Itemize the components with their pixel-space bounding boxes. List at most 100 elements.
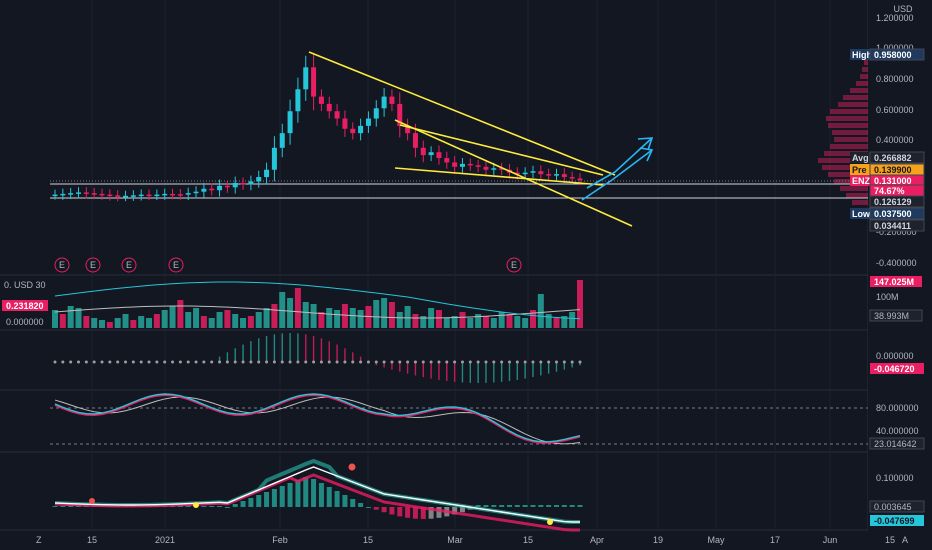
price-tag-label-bg: [850, 208, 870, 219]
inner-trend-line: [394, 119, 633, 227]
candle-body: [412, 133, 418, 148]
candle-body: [248, 181, 254, 185]
oscillator-dot: [382, 360, 386, 364]
volume-bar: [294, 288, 301, 328]
candle-body: [162, 193, 168, 196]
stoch-k-line: [54, 393, 581, 444]
candle-body: [452, 162, 458, 167]
candle-body: [83, 192, 89, 194]
stoch-tag: 23.014642: [874, 439, 917, 449]
macd-tag-2: -0.047699: [874, 516, 915, 526]
wedge-bottom-line: [394, 167, 604, 186]
stoch-tick-80: 80.000000: [876, 403, 919, 413]
volume-bar: [577, 280, 583, 328]
earnings-marker-label: E: [90, 260, 96, 270]
oscillator-dot: [359, 360, 363, 364]
volume-bar: [200, 316, 207, 328]
earnings-marker-label: E: [173, 260, 179, 270]
candle-body: [138, 194, 144, 197]
candle-body: [146, 194, 152, 197]
oscillator-dot: [437, 360, 441, 364]
osc-tag-bg: [870, 363, 924, 374]
candle-body: [123, 195, 129, 198]
currency-label: USD: [893, 4, 913, 14]
oscillator-dot: [100, 360, 104, 364]
candle-body: [115, 195, 121, 197]
candle-body: [318, 96, 324, 104]
price-tag-label: Avg: [852, 153, 869, 163]
price-tag-label: ENZC: [852, 176, 877, 186]
earnings-marker: [168, 257, 184, 273]
macd-bar: [350, 499, 356, 507]
volume-profile-bar: [818, 158, 868, 163]
volume-bar: [310, 304, 317, 328]
price-tick-label: -0.400000: [876, 258, 917, 268]
candle-body: [389, 96, 395, 104]
oscillator-dot: [116, 360, 120, 364]
candle-body: [428, 152, 434, 156]
volume-left-tag: 0.231820: [6, 301, 44, 311]
volume-moving-average: [54, 305, 581, 319]
candle-body: [193, 191, 199, 194]
time-axis-label: May: [707, 535, 725, 545]
wedge-top-line: [399, 124, 604, 176]
volume-bar: [357, 310, 364, 328]
oscillator-dot: [131, 360, 135, 364]
oscillator-dot: [523, 360, 527, 364]
candle-body: [365, 118, 371, 126]
candle-body: [491, 168, 497, 170]
time-axis-label: Jun: [823, 535, 838, 545]
volume-bar: [545, 314, 552, 328]
candle-body: [154, 194, 160, 197]
macd-bar: [475, 505, 481, 507]
candle-body: [530, 171, 536, 173]
time-axis-label: Mar: [447, 535, 463, 545]
oscillator-dot: [429, 360, 433, 364]
oscillator-dot: [390, 360, 394, 364]
oscillator-dot: [304, 360, 308, 364]
oscillator-dot: [374, 360, 378, 364]
macd-bar: [365, 507, 371, 508]
oscillator-dot: [210, 360, 214, 364]
macd-bar: [60, 506, 66, 507]
volume-profile-bar: [850, 88, 868, 93]
oscillator-dot: [484, 360, 488, 364]
oscillator-dot: [515, 360, 519, 364]
time-axis-label: Feb: [272, 535, 288, 545]
oscillator-dot: [570, 360, 574, 364]
candle-body: [295, 89, 301, 112]
arrow-upper: [586, 137, 653, 189]
volume-bar: [537, 294, 544, 328]
oscillator-dot: [178, 360, 182, 364]
price-tag-value: 0.958000: [874, 50, 912, 60]
macd-bar: [68, 506, 74, 507]
volume-profile-bar: [852, 200, 868, 205]
oscillator-dot: [335, 360, 339, 364]
oscillator-dot: [280, 360, 284, 364]
volume-bar: [381, 298, 388, 328]
macd-bar: [279, 486, 285, 507]
price-tick-label: 0.600000: [876, 105, 914, 115]
volume-bar: [247, 316, 254, 328]
candle-body: [170, 193, 176, 196]
volume-bar: [388, 302, 395, 328]
macd-bar: [311, 479, 317, 507]
volume-profile-bar: [830, 109, 868, 114]
time-axis-label: 15: [885, 535, 895, 545]
macd-bar: [358, 503, 364, 507]
volume-bar: [349, 308, 356, 328]
candle-body: [279, 133, 285, 148]
price-tag-value: 0.126129: [874, 197, 912, 207]
macd-bar: [428, 507, 434, 519]
oscillator-dot: [225, 360, 229, 364]
oscillator-dot: [500, 360, 504, 364]
candle-body: [420, 147, 426, 156]
oscillator-dot: [578, 360, 582, 364]
volume-bar: [529, 310, 536, 328]
macd-bar: [436, 507, 442, 518]
osc-tag: -0.046720: [874, 364, 915, 374]
volume-profile-bar: [826, 116, 868, 121]
volume-bar: [475, 314, 482, 328]
time-axis-left-tag[interactable]: Z: [36, 535, 42, 545]
